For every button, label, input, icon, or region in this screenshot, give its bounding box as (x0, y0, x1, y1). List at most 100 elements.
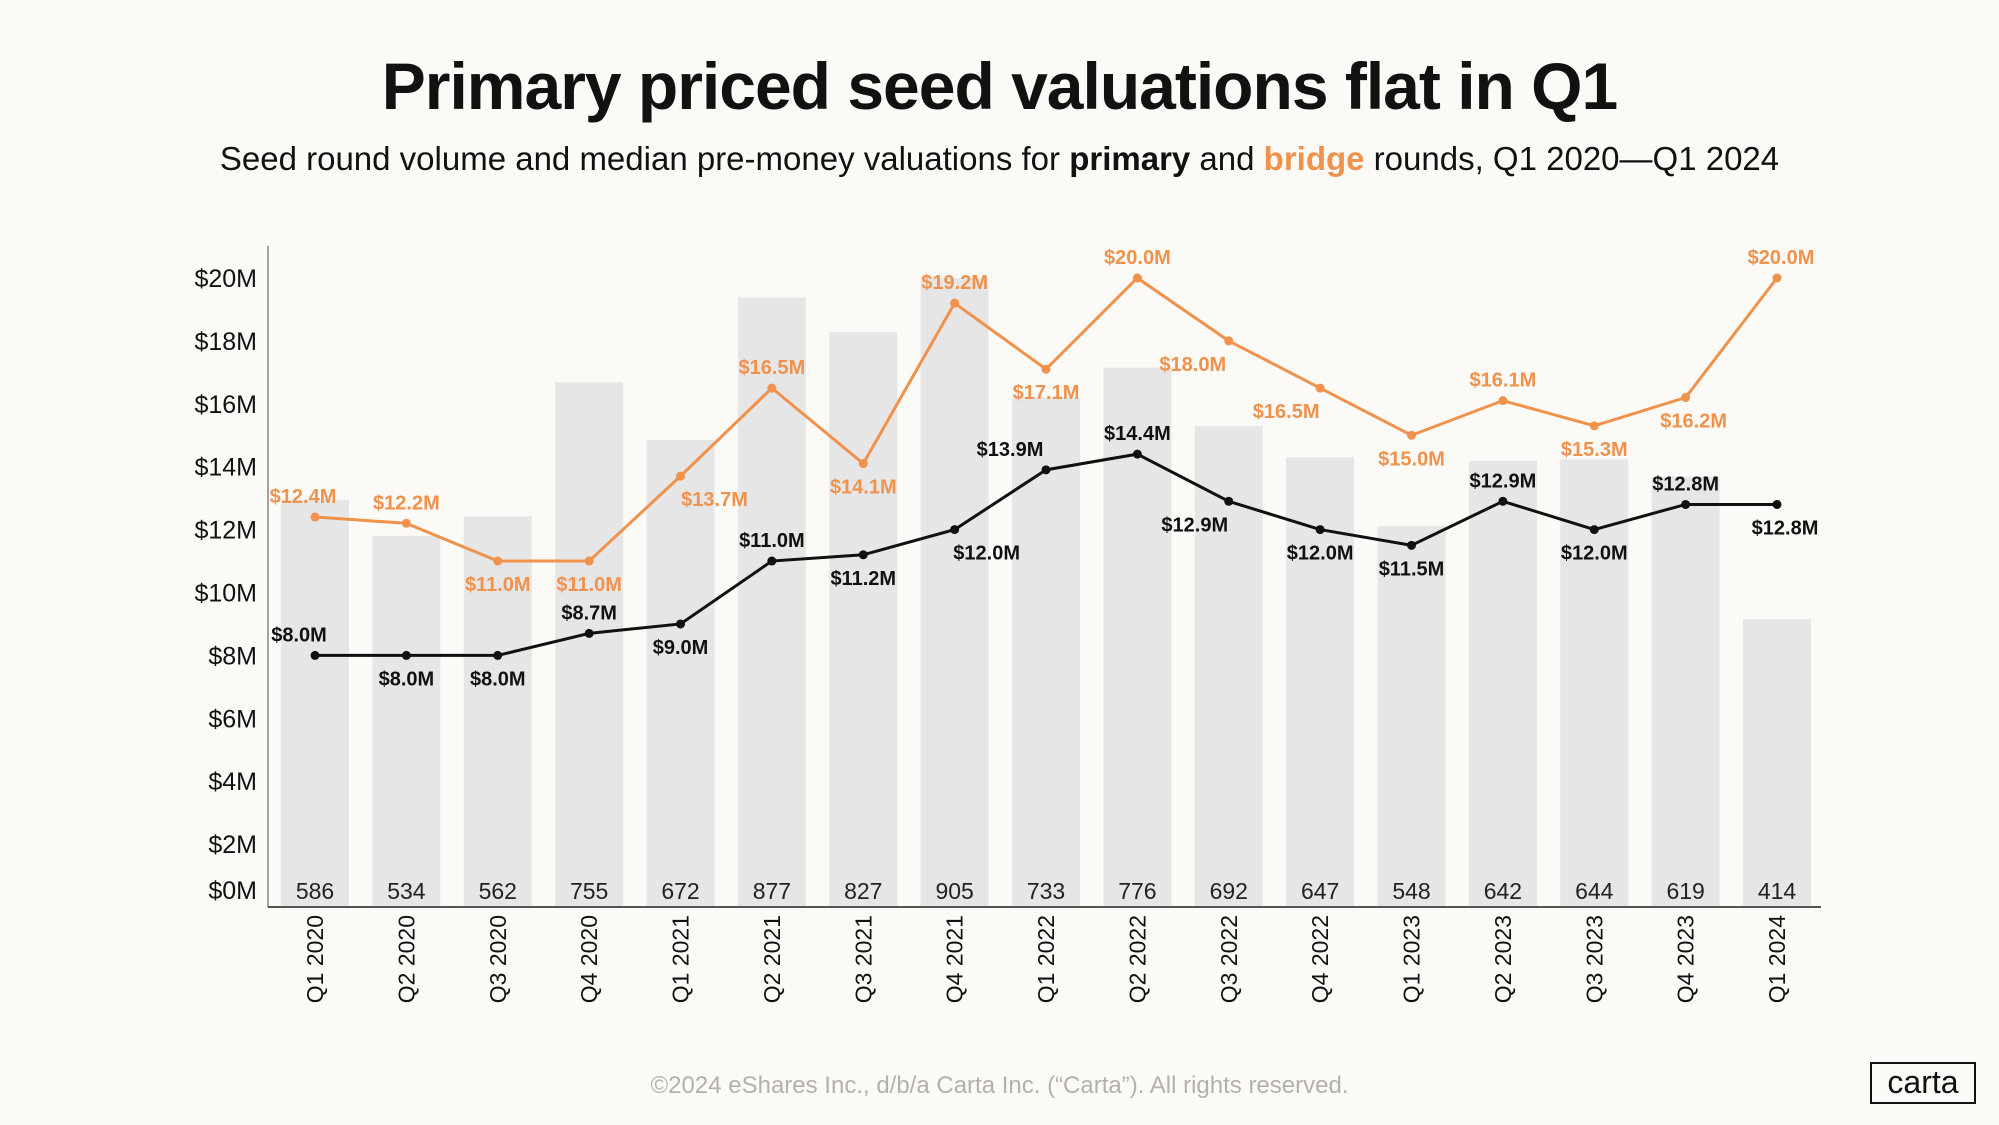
bridge-point (1772, 273, 1782, 283)
bar-count-label: 647 (1301, 878, 1339, 904)
bridge-data-label: $20.0M (1104, 247, 1171, 269)
bar-count-label: 548 (1392, 878, 1430, 904)
bridge-point (584, 556, 594, 566)
primary-data-label: $8.0M (271, 624, 327, 646)
bridge-data-label: $16.1M (1470, 370, 1537, 392)
primary-point (1772, 499, 1782, 509)
volume-bar (1012, 397, 1080, 907)
carta-logo: carta (1870, 1062, 1976, 1104)
bridge-point (1132, 273, 1142, 283)
bridge-data-label: $11.0M (465, 574, 531, 596)
bridge-point (401, 518, 411, 528)
bar-count-label: 672 (661, 878, 699, 904)
x-tick-label: Q1 2023 (1399, 915, 1425, 1003)
bridge-point (1681, 393, 1691, 403)
x-tick-label: Q3 2020 (485, 915, 511, 1003)
bridge-point (1224, 336, 1234, 346)
primary-data-label: $9.0M (653, 637, 709, 659)
volume-bar (920, 278, 989, 907)
primary-point (950, 525, 960, 535)
bridge-point (767, 383, 777, 393)
bridge-data-label: $16.2M (1660, 411, 1727, 433)
volume-bar (1103, 367, 1172, 907)
volume-bar (1286, 457, 1355, 907)
primary-point (584, 628, 594, 638)
bridge-data-label: $13.7M (681, 489, 748, 511)
bridge-data-label: $16.5M (739, 357, 806, 379)
y-tick-label: $2M (208, 831, 257, 859)
x-tick-label: Q3 2022 (1216, 915, 1242, 1003)
y-tick-label: $14M (194, 454, 257, 482)
primary-data-label: $12.0M (953, 543, 1020, 565)
bar-count-label: 414 (1758, 878, 1797, 904)
bar-count-label: 827 (844, 878, 882, 904)
x-tick-label: Q1 2024 (1764, 915, 1790, 1003)
y-tick-label: $6M (208, 705, 257, 733)
primary-point (1681, 499, 1691, 509)
volume-bar (463, 516, 532, 907)
volume-bar (646, 439, 715, 907)
copyright-footer: ©2024 eShares Inc., d/b/a Carta Inc. (“C… (650, 1072, 1349, 1099)
bar-count-label: 733 (1027, 878, 1065, 904)
bridge-point (1315, 383, 1325, 393)
volume-bar (737, 297, 806, 907)
volume-bar (555, 382, 624, 907)
primary-point (401, 650, 411, 660)
bridge-data-label: $14.1M (830, 477, 897, 499)
primary-data-label: $12.0M (1287, 543, 1354, 565)
primary-data-label: $11.0M (739, 530, 805, 552)
x-tick-label: Q4 2023 (1673, 915, 1699, 1003)
primary-data-label: $12.9M (1470, 470, 1537, 492)
bar-count-label: 776 (1118, 878, 1156, 904)
primary-point (1041, 465, 1051, 475)
bridge-point (950, 298, 960, 308)
bar-count-label: 619 (1666, 878, 1704, 904)
primary-data-label: $12.8M (1652, 473, 1719, 495)
x-tick-label: Q1 2021 (668, 915, 694, 1003)
primary-data-label: $8.0M (470, 668, 526, 690)
primary-data-label: $8.0M (379, 668, 435, 690)
bridge-data-label: $12.2M (373, 492, 440, 514)
volume-bar (829, 332, 898, 907)
bridge-data-label: $17.1M (1013, 382, 1080, 404)
x-tick-label: Q3 2021 (850, 915, 876, 1003)
y-tick-label: $20M (194, 265, 257, 293)
bridge-data-label: $15.0M (1378, 448, 1445, 470)
primary-data-label: $13.9M (977, 439, 1044, 461)
bar-count-label: 644 (1575, 878, 1614, 904)
primary-data-label: $12.9M (1161, 514, 1228, 536)
bridge-data-label: $12.4M (270, 486, 337, 508)
x-tick-label: Q2 2022 (1124, 915, 1150, 1003)
primary-data-label: $12.8M (1752, 517, 1819, 539)
volume-bar (1743, 619, 1811, 907)
primary-point (1589, 525, 1599, 535)
primary-point (676, 619, 685, 629)
x-tick-label: Q2 2021 (759, 915, 785, 1003)
x-tick-label: Q1 2022 (1033, 915, 1059, 1003)
bridge-point (858, 459, 868, 469)
bridge-point (1041, 364, 1051, 374)
y-tick-label: $8M (208, 642, 257, 670)
bar-count-label: 562 (479, 878, 517, 904)
x-tick-label: Q1 2020 (302, 915, 328, 1003)
x-tick-label: Q2 2020 (393, 915, 419, 1003)
bar-count-label: 642 (1484, 878, 1522, 904)
primary-point (310, 650, 320, 660)
primary-data-label: $11.2M (830, 568, 896, 590)
primary-data-label: $12.0M (1561, 543, 1628, 565)
subtitle-text: rounds, Q1 2020—Q1 2024 (1364, 140, 1780, 177)
bar-count-label: 877 (753, 878, 791, 904)
bridge-data-label: $16.5M (1253, 401, 1320, 423)
bridge-point (676, 471, 685, 481)
bridge-data-label: $11.0M (556, 574, 622, 596)
bridge-data-label: $19.2M (921, 272, 988, 294)
primary-point (1224, 496, 1234, 506)
primary-point (858, 550, 868, 560)
volume-bar (1651, 476, 1720, 907)
chart-title: Primary priced seed valuations flat in Q… (381, 49, 1618, 123)
subtitle-bridge: bridge (1263, 140, 1365, 177)
bar-count-label: 586 (296, 878, 334, 904)
primary-point (493, 650, 503, 660)
subtitle-text: and (1190, 140, 1264, 177)
